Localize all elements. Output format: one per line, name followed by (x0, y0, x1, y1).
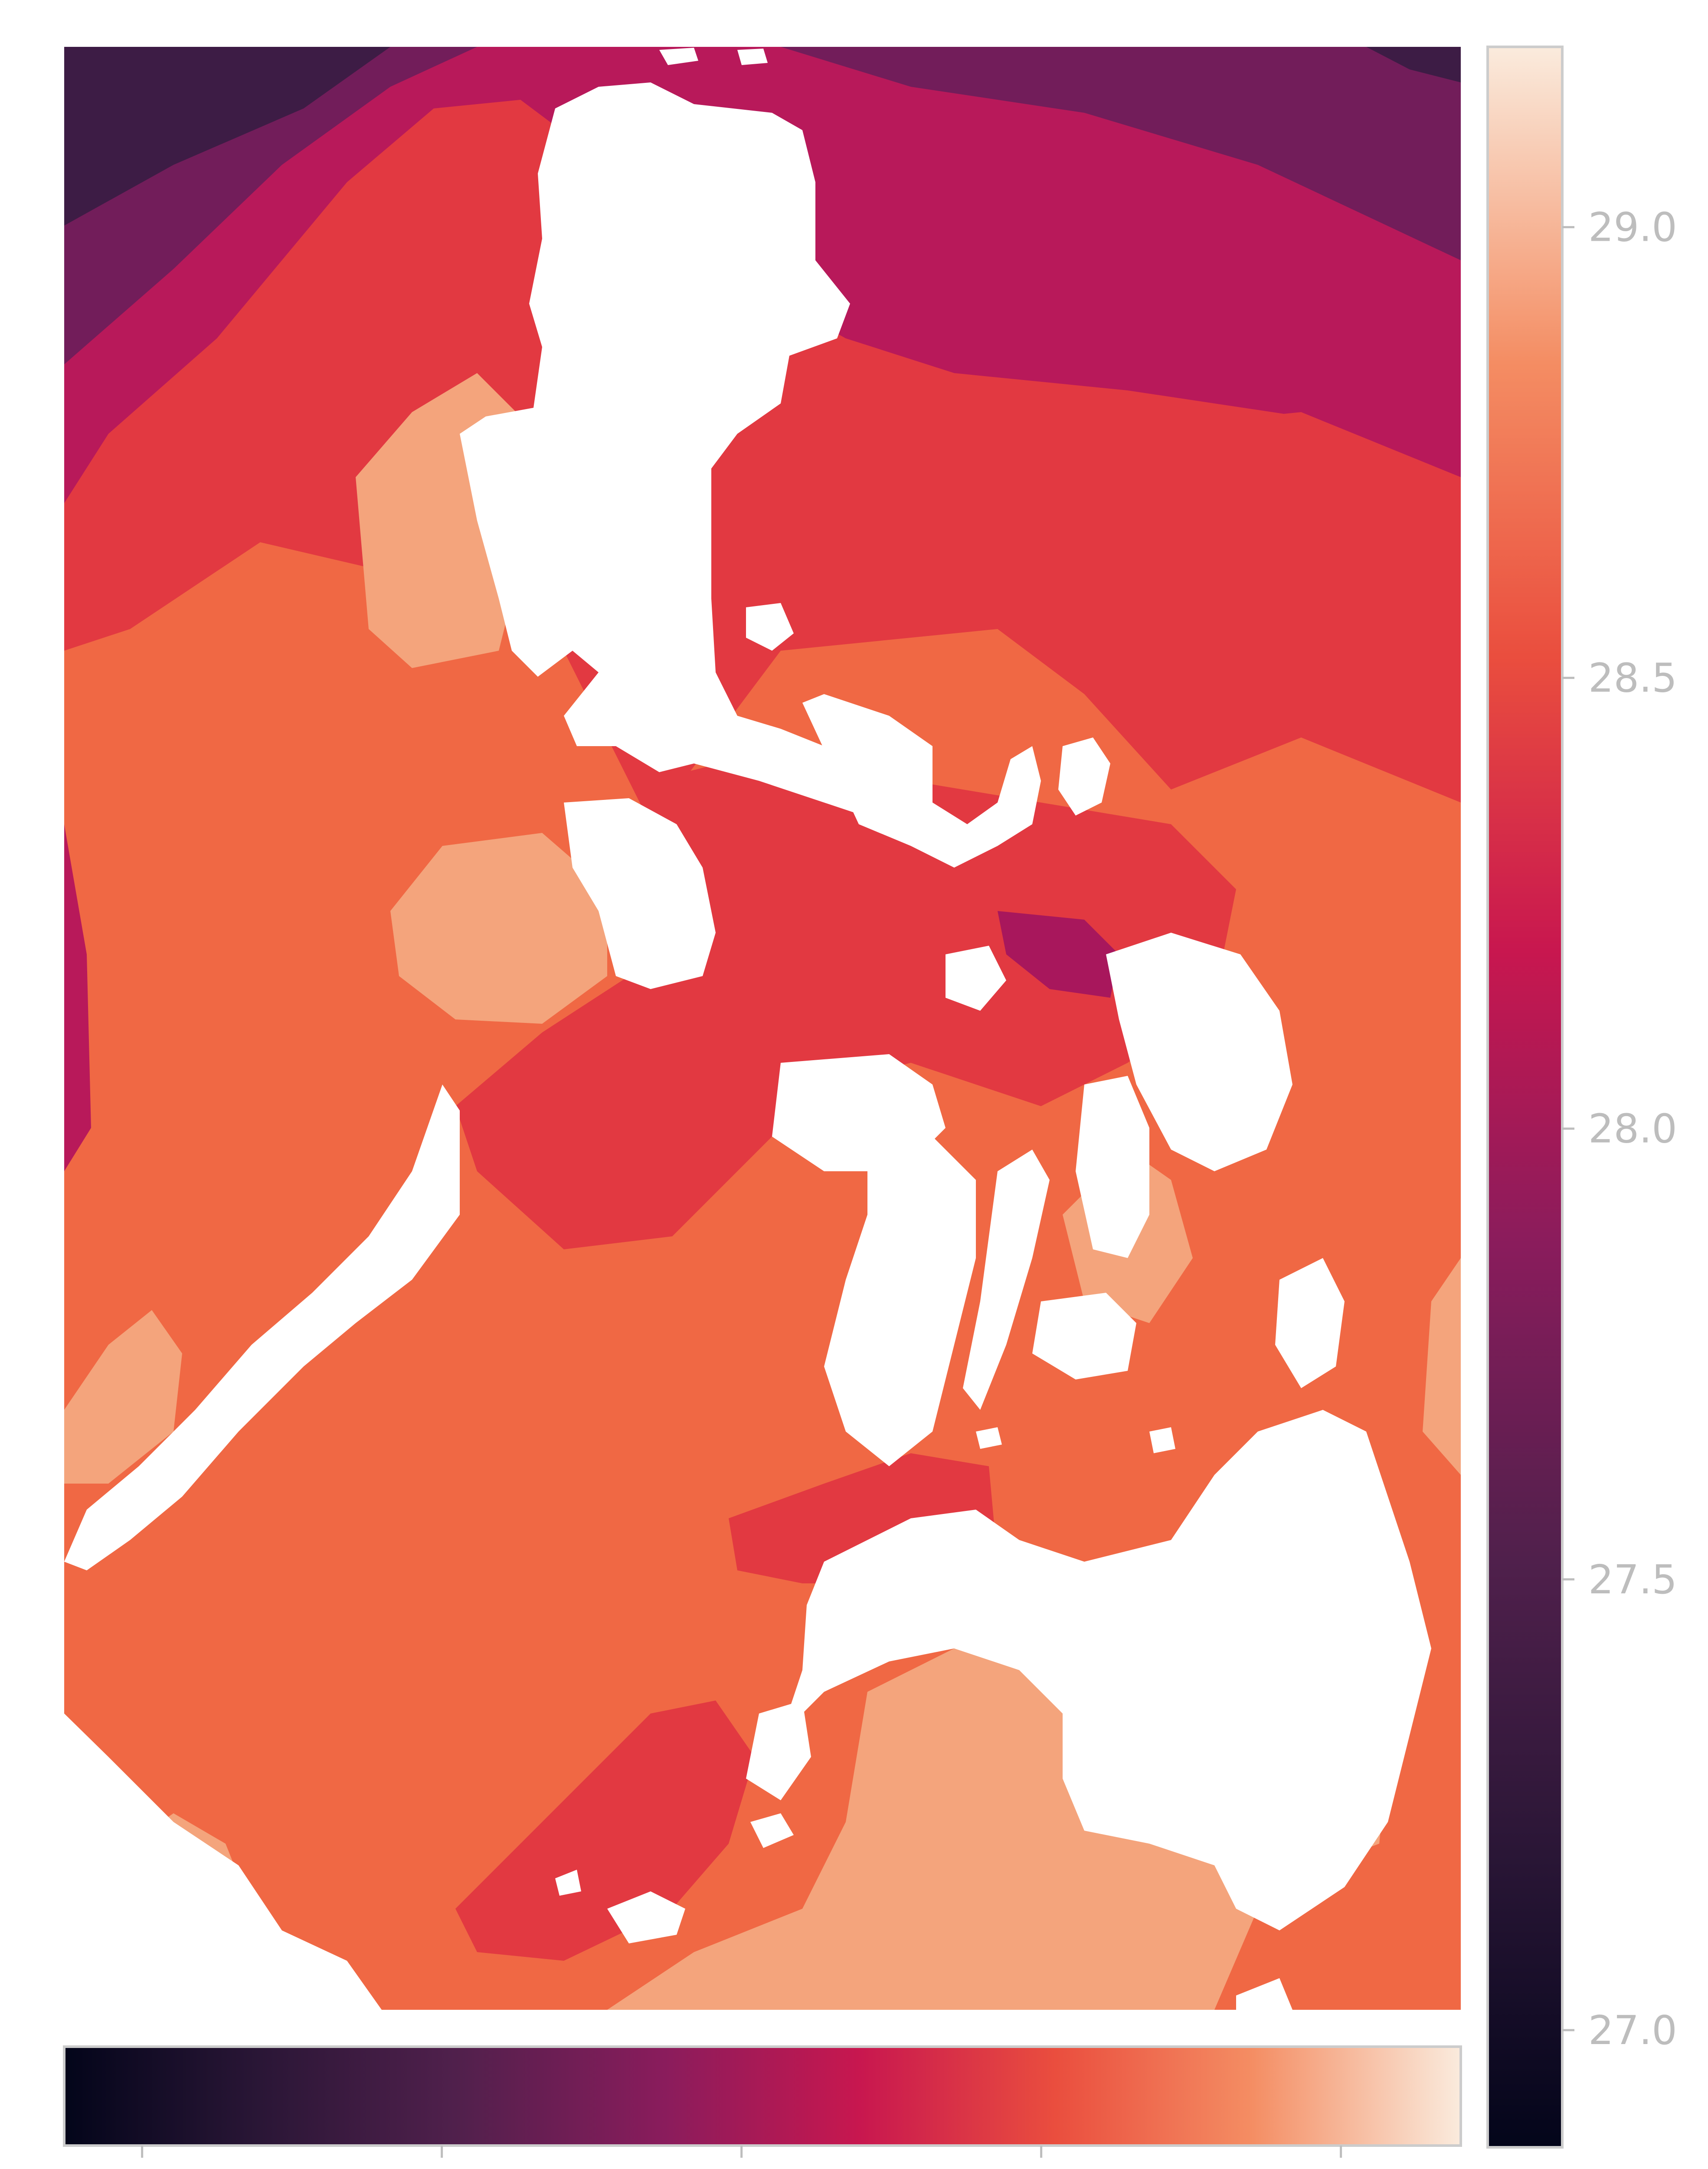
band-salmon-palawan-west (64, 1310, 182, 1484)
landmass-group (64, 48, 1431, 2010)
band-crimson-samar (998, 911, 1119, 998)
colorbar-right-ticks: 29.0 28.5 28.0 27.5 27.0 (1562, 204, 1677, 2054)
polillo-island (746, 603, 794, 651)
colorbar-bottom-ramp (63, 2045, 1462, 2147)
mindoro-island (564, 798, 716, 989)
band-red-sulu (455, 1700, 755, 1961)
catanduanes-island (1058, 737, 1110, 816)
negros-island (824, 1137, 976, 1466)
leyte-island (1076, 1076, 1149, 1258)
band-salmon-east (1423, 1258, 1461, 1475)
band-crimson-west-edge (64, 824, 91, 1171)
surigao-peninsula (1275, 1258, 1345, 1388)
colorbar-bottom: 27.027.528.028.529.0 (63, 2045, 1462, 2158)
samar-island (1106, 933, 1292, 1171)
colorbar-right-tick-label: 27.5 (1588, 1556, 1677, 1603)
colorbar-right-tick-label: 28.5 (1588, 655, 1677, 701)
babuyan-islands (659, 48, 768, 65)
sea-temperature-map (64, 47, 1461, 2010)
band-red-east-coast (1128, 412, 1461, 781)
band-dark-purple-north (64, 47, 1461, 226)
palawan-island (64, 1084, 460, 1570)
colorbar-bottom-ticks: 27.027.528.028.529.0 (141, 2146, 1342, 2158)
bohol-island (1032, 1293, 1136, 1379)
colorbar-right-tick-label: 28.0 (1588, 1106, 1677, 1152)
siquijor-camiguin (976, 1427, 1175, 1453)
sulu-islands (555, 1813, 794, 1943)
cebu-island (963, 1150, 1050, 1410)
borneo-corner (64, 1714, 382, 2010)
masbate-island (946, 946, 1006, 1011)
colorbar-right: 29.0 28.5 28.0 27.5 27.0 (1486, 46, 1677, 2149)
zamboanga-peninsula (746, 1700, 811, 1800)
luzon-island (460, 82, 889, 824)
mindanao-island (768, 1410, 1431, 1930)
colorbar-right-tick-label: 27.0 (1588, 2007, 1677, 2054)
colorbar-right-tick-label: 29.0 (1588, 204, 1677, 251)
sulawesi-tip (1236, 1978, 1292, 2010)
colorbar-right-ramp (1486, 46, 1564, 2149)
luzon-bicol (802, 694, 1041, 868)
panay-island (772, 1054, 946, 1171)
band-salmon-mindoro-west (390, 833, 607, 1024)
